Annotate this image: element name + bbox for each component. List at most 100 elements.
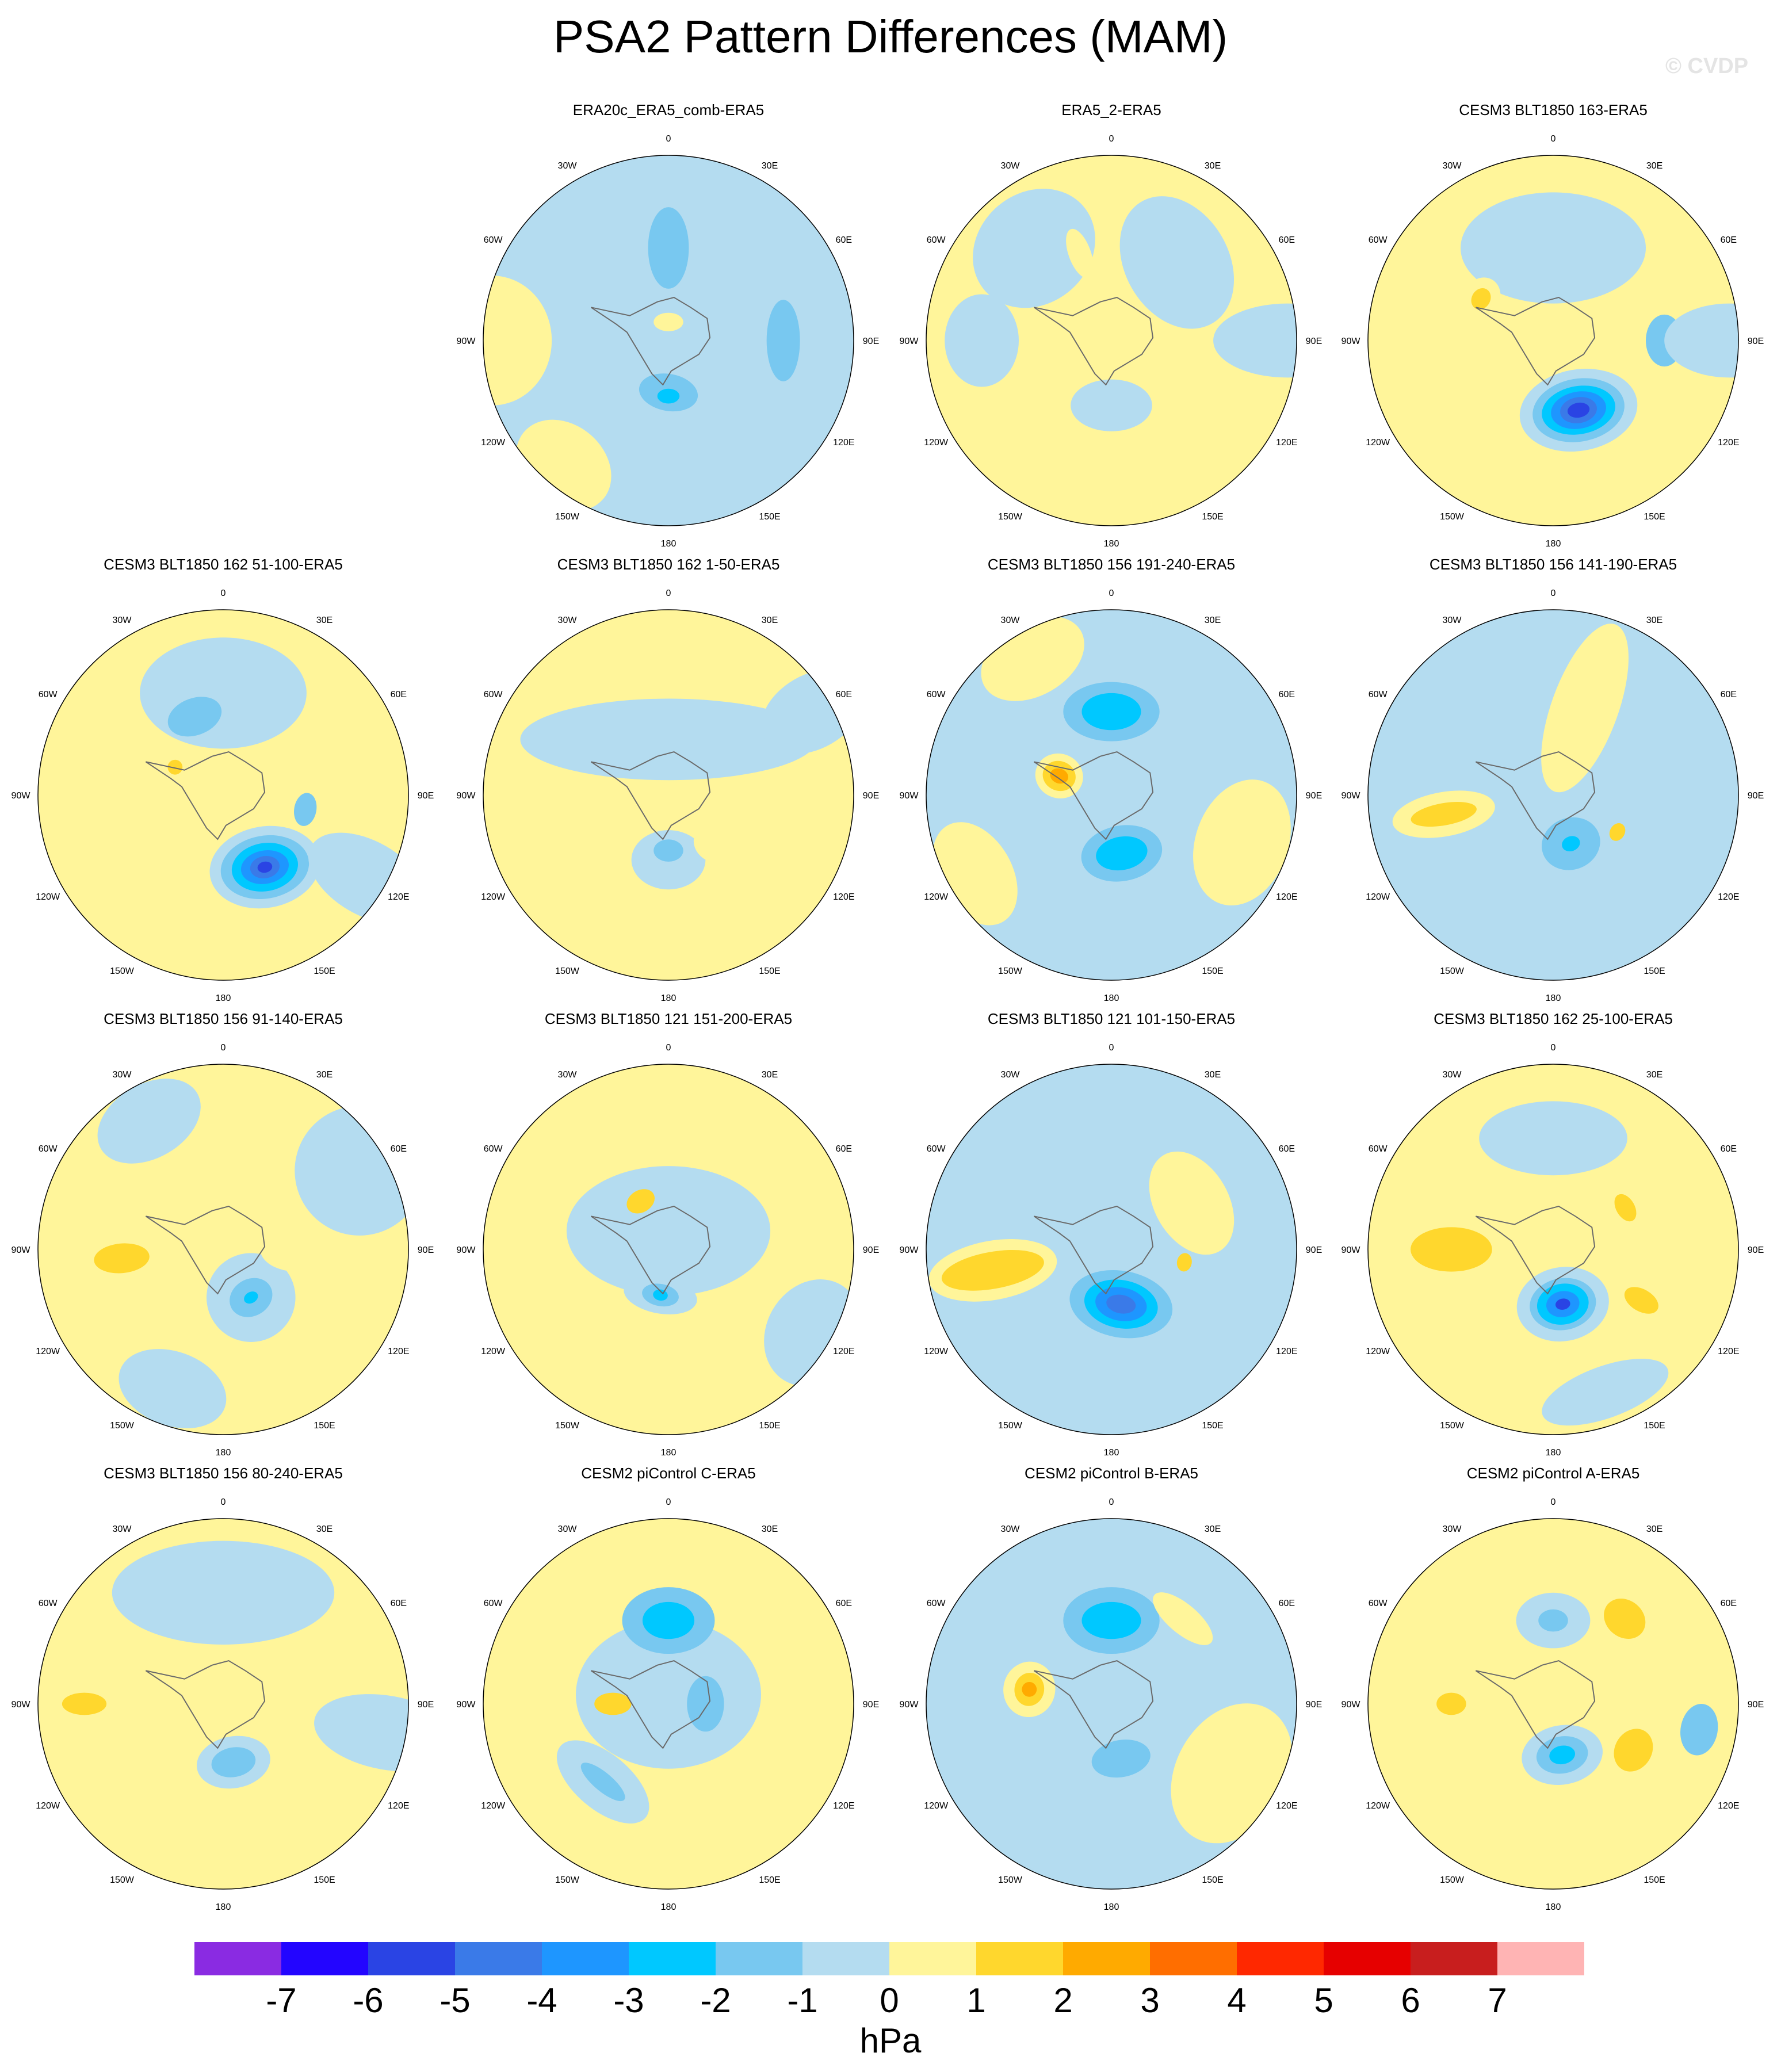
longitude-label: 60W [39, 690, 58, 699]
polar-map: 0 30E 60E 90E 120E 150E 180 150W 120W 90W 60W 30W [457, 1497, 880, 1912]
negative-anomaly-contour [566, 1166, 771, 1296]
colorbar-swatch [1237, 1942, 1324, 1975]
antarctica-coastline [1475, 1205, 1596, 1295]
antarctica-coastline [145, 1205, 266, 1295]
positive-anomaly-contour [1488, 459, 1618, 489]
colorbar-units: hPa [859, 2021, 922, 2060]
positive-anomaly-contour [1022, 1681, 1037, 1697]
negative-anomaly-contour [1567, 402, 1590, 418]
longitude-label: 90W [12, 1700, 31, 1710]
negative-anomaly-contour [687, 1676, 724, 1732]
longitude-label: 90W [1342, 1700, 1361, 1710]
longitude-label: 120E [1718, 1347, 1739, 1356]
panel-title: CESM3 BLT1850 156 80-240-ERA5 [104, 1465, 343, 1482]
longitude-label: 30W [1001, 161, 1021, 171]
longitude-label: 120E [1718, 1801, 1739, 1811]
cvdp-watermark: © CVDP [1665, 54, 1749, 78]
longitude-label: 120E [1276, 438, 1297, 448]
longitude-label: 150W [555, 1421, 580, 1431]
longitude-label: 30W [1001, 616, 1021, 625]
longitude-label: 60W [484, 235, 503, 245]
map-border [1367, 1064, 1739, 1435]
positive-anomaly-contour [1609, 823, 1626, 841]
negative-anomaly-contour [520, 698, 817, 781]
colorbar-tick-label: -2 [700, 1981, 731, 2020]
positive-anomaly-contour [283, 736, 308, 770]
map-background [483, 610, 854, 980]
negative-anomaly-contour [1091, 1740, 1151, 1778]
positive-anomaly-contour [1149, 1151, 1235, 1255]
colorbar-swatch [1411, 1942, 1497, 1975]
longitude-label: 180 [216, 993, 231, 1003]
antarctica-coastline [1475, 296, 1596, 386]
longitude-label: 150W [1440, 1421, 1465, 1431]
longitude-label: 150E [314, 1421, 335, 1431]
negative-anomaly-contour [1081, 1601, 1141, 1639]
longitude-label: 0 [1109, 134, 1114, 144]
negative-anomaly-contour [657, 388, 680, 404]
longitude-label: 120E [833, 1801, 854, 1811]
longitude-label: 60W [39, 1599, 58, 1608]
colorbar-swatch [281, 1942, 368, 1975]
negative-anomaly-contour [294, 793, 317, 826]
longitude-label: 120W [1366, 1801, 1390, 1811]
antarctica-coastline [145, 1660, 266, 1749]
longitude-label: 30W [558, 1524, 578, 1534]
longitude-label: 0 [1551, 1043, 1556, 1053]
positive-anomaly-contour [1050, 768, 1068, 784]
longitude-label: 0 [1109, 1043, 1114, 1053]
polar-map: 0 30E 60E 90E 120E 150E 180 150W 120W 90W 60W 30W [457, 1043, 880, 1458]
map-background [38, 610, 408, 980]
positive-anomaly-contour [1171, 1703, 1293, 1844]
negative-anomaly-contour [653, 839, 683, 862]
positive-anomaly-contour [1153, 1592, 1213, 1645]
longitude-label: 30E [762, 616, 778, 625]
negative-anomaly-contour [211, 1747, 256, 1777]
longitude-label: 60E [836, 235, 852, 245]
antarctica-coastline [590, 751, 711, 840]
positive-anomaly-contour [1471, 288, 1491, 310]
longitude-label: 150E [759, 1875, 780, 1885]
longitude-label: 60E [836, 1144, 852, 1154]
longitude-label: 180 [216, 1902, 231, 1912]
longitude-label: 30W [113, 616, 132, 625]
longitude-label: 60E [1721, 690, 1737, 699]
negative-anomaly-contour [1555, 1298, 1570, 1310]
longitude-label: 90E [1306, 1700, 1322, 1710]
positive-anomaly-contour [941, 1249, 1044, 1291]
negative-anomaly-contour [1213, 303, 1297, 378]
panel-title: CESM3 BLT1850 163-ERA5 [1459, 101, 1648, 118]
colorbar-swatch [455, 1942, 542, 1975]
longitude-label: 120W [36, 1347, 60, 1356]
longitude-label: 60W [1369, 690, 1388, 699]
longitude-label: 60E [391, 690, 407, 699]
longitude-label: 30E [1205, 616, 1221, 625]
longitude-label: 120W [36, 892, 60, 902]
longitude-label: 180 [216, 1448, 231, 1458]
longitude-label: 150W [1440, 966, 1465, 976]
longitude-label: 150W [110, 1421, 135, 1431]
longitude-label: 60E [391, 1144, 407, 1154]
longitude-label: 60E [1721, 235, 1737, 245]
longitude-label: 60W [1369, 235, 1388, 245]
negative-anomaly-contour [973, 189, 1095, 308]
map-border [926, 155, 1297, 526]
longitude-label: 90W [900, 337, 919, 346]
colorbar [194, 1942, 1584, 1975]
positive-anomaly-contour [1436, 1692, 1466, 1715]
longitude-label: 90E [1306, 791, 1322, 801]
longitude-label: 150E [759, 1421, 780, 1431]
longitude-label: 30E [1646, 616, 1662, 625]
longitude-label: 30W [558, 616, 578, 625]
positive-anomaly-contour [1066, 228, 1094, 278]
longitude-label: 0 [666, 134, 671, 144]
longitude-label: 90E [863, 1700, 879, 1710]
antarctica-coastline [1033, 296, 1154, 386]
longitude-label: 90W [457, 1245, 476, 1255]
longitude-label: 120W [1366, 1347, 1390, 1356]
negative-anomaly-contour [1538, 1609, 1568, 1632]
positive-anomaly-contour [693, 827, 727, 862]
map-border [926, 609, 1297, 981]
negative-anomaly-contour [244, 1291, 258, 1304]
longitude-label: 30W [1001, 1524, 1021, 1534]
